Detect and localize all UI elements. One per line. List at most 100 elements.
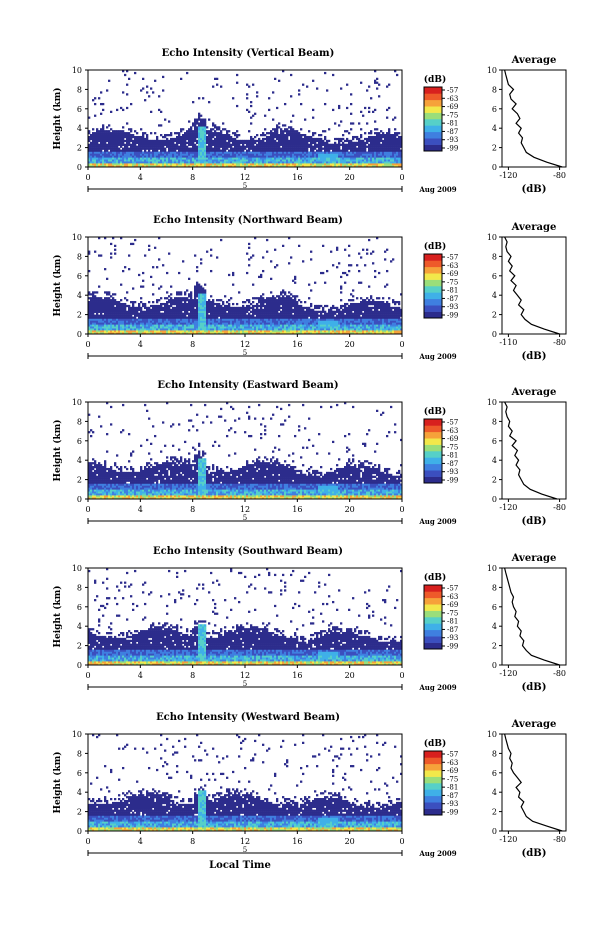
heatmap-cell <box>130 139 133 143</box>
heatmap-cell <box>184 330 187 333</box>
heatmap-cell <box>358 155 361 158</box>
heatmap-cell <box>380 165 383 168</box>
heatmap-cell <box>184 304 187 308</box>
heatmap-cell <box>360 149 363 152</box>
heatmap-cell <box>220 320 223 323</box>
heatmap-cell <box>206 155 209 158</box>
heatmap-cell <box>294 153 297 156</box>
heatmap-cell <box>112 324 115 327</box>
heatmap-cell <box>298 137 301 141</box>
heatmap-cell <box>228 306 231 310</box>
heatmap-cell <box>358 153 361 156</box>
heatmap-cell <box>94 141 97 145</box>
heatmap-cell <box>288 157 291 160</box>
heatmap-cell <box>272 299 275 302</box>
heatmap-cell <box>300 322 303 325</box>
heatmap-cell <box>170 324 173 327</box>
heatmap-cell <box>266 320 269 323</box>
heatmap-cell <box>164 308 167 312</box>
heatmap-cell <box>374 151 377 154</box>
heatmap-cell <box>150 87 153 90</box>
heatmap-cell <box>200 304 203 308</box>
heatmap-cell <box>360 141 363 145</box>
heatmap-cell <box>210 295 213 298</box>
heatmap-cell <box>192 314 195 317</box>
heatmap-cell <box>160 324 163 327</box>
heatmap-cell <box>230 149 233 152</box>
heatmap-cell <box>276 141 279 145</box>
heatmap-cell <box>184 320 187 323</box>
heatmap-cell <box>194 149 197 152</box>
heatmap-cell <box>296 308 299 312</box>
heatmap-cell <box>202 161 205 164</box>
heatmap-cell <box>162 151 165 154</box>
heatmap-cell <box>186 310 189 313</box>
heatmap-cell <box>130 314 133 317</box>
heatmap-cell <box>140 147 143 150</box>
heatmap-cell <box>232 283 235 286</box>
heatmap-cell <box>104 316 107 319</box>
heatmap-cell <box>210 324 213 327</box>
heatmap-cell <box>150 310 153 313</box>
heatmap-cell <box>352 159 355 162</box>
heatmap-cell <box>130 102 133 106</box>
heatmap-cell <box>178 330 181 333</box>
heatmap-cell <box>244 308 247 312</box>
heatmap-cell <box>268 135 271 139</box>
heatmap-cell <box>178 134 181 137</box>
heatmap-cell <box>332 147 335 150</box>
heatmap-cell <box>152 306 155 310</box>
heatmap-cell <box>326 155 329 158</box>
heatmap-cell <box>188 320 191 323</box>
heatmap-cell <box>292 145 295 148</box>
heatmap-cell <box>328 149 331 152</box>
heatmap-cell <box>164 306 167 310</box>
heatmap-cell <box>174 147 177 150</box>
heatmap-cell <box>130 145 133 148</box>
heatmap-cell <box>200 139 203 143</box>
heatmap-cell <box>386 108 389 112</box>
heatmap-cell <box>282 159 285 162</box>
heatmap-cell <box>272 157 275 160</box>
heatmap-cell <box>376 87 379 90</box>
heatmap-cell <box>126 326 129 329</box>
heatmap-cell <box>128 147 131 150</box>
heatmap-cell <box>230 310 233 313</box>
heatmap-cell <box>250 101 253 104</box>
heatmap-cell <box>120 143 123 146</box>
heatmap-cell <box>338 157 341 160</box>
heatmap-cell <box>176 155 179 158</box>
heatmap-cell <box>260 155 263 158</box>
heatmap-cell <box>228 161 231 164</box>
heatmap-cell <box>104 130 107 133</box>
heatmap-cell <box>190 165 193 168</box>
heatmap-cell <box>96 299 99 302</box>
heatmap-cell <box>178 147 181 150</box>
heatmap-cell <box>398 151 401 154</box>
heatmap-cell <box>208 302 211 306</box>
heatmap-cell <box>238 157 241 160</box>
heatmap-cell <box>364 137 367 141</box>
heatmap-cell <box>208 153 211 156</box>
heatmap-cell <box>340 143 343 146</box>
heatmap-cell <box>256 95 259 98</box>
heatmap-cell <box>234 165 237 168</box>
heatmap-cell <box>252 141 255 145</box>
heatmap-cell <box>270 312 273 315</box>
heatmap-cell <box>276 134 279 137</box>
heatmap-cell <box>372 145 375 148</box>
heatmap-cell <box>248 316 251 319</box>
heatmap-cell <box>290 134 293 137</box>
heatmap-cell <box>266 132 269 135</box>
heatmap-cell <box>256 151 259 154</box>
heatmap-cell <box>98 254 101 257</box>
heatmap-cell <box>300 163 303 166</box>
heatmap-cell <box>276 316 279 319</box>
heatmap-cell <box>378 145 381 148</box>
heatmap-cell <box>100 135 103 139</box>
heatmap-cell <box>244 163 247 166</box>
heatmap-cell <box>302 306 305 310</box>
heatmap-cell <box>346 147 349 150</box>
heatmap-cell <box>142 155 145 158</box>
heatmap-cell <box>264 306 267 310</box>
